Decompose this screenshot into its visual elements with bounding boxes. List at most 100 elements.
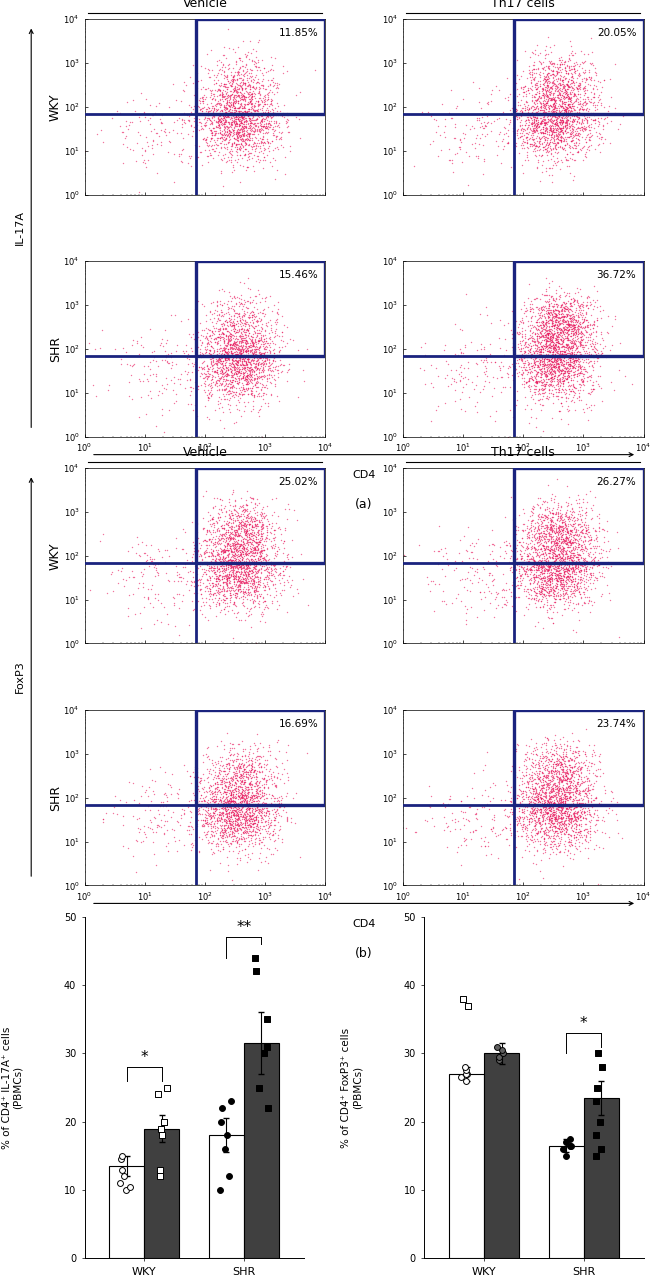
Point xyxy=(578,67,589,87)
Point xyxy=(549,552,559,573)
Point xyxy=(218,176,228,196)
Point xyxy=(565,799,575,819)
Point xyxy=(212,94,222,114)
Point xyxy=(222,574,232,594)
Point xyxy=(558,570,568,591)
Point xyxy=(577,99,587,119)
Point xyxy=(571,312,582,333)
Point xyxy=(221,502,231,523)
Point xyxy=(231,103,242,123)
Point xyxy=(533,112,543,132)
Point xyxy=(120,1180,131,1201)
Point xyxy=(543,356,553,376)
Point xyxy=(581,141,592,162)
Point xyxy=(207,826,217,846)
Point xyxy=(571,797,581,818)
Point xyxy=(536,582,547,602)
Point xyxy=(538,795,548,815)
Point xyxy=(231,785,241,805)
Point xyxy=(527,546,538,566)
Point xyxy=(555,369,566,389)
Point xyxy=(230,109,240,130)
Point xyxy=(207,560,218,580)
Point xyxy=(235,321,246,342)
Point xyxy=(514,362,524,383)
Point xyxy=(228,311,239,331)
Point xyxy=(591,63,601,83)
Point xyxy=(140,140,150,160)
Point xyxy=(220,818,231,838)
Point xyxy=(563,529,573,550)
Point xyxy=(249,810,259,831)
Point xyxy=(231,123,242,144)
Point xyxy=(209,792,219,813)
Point xyxy=(571,556,581,577)
Point xyxy=(552,496,563,516)
Point xyxy=(229,101,240,122)
Point xyxy=(567,499,577,520)
Point xyxy=(219,515,229,535)
Point xyxy=(526,497,537,517)
Point xyxy=(555,74,566,95)
Point xyxy=(530,114,541,135)
Point xyxy=(235,772,246,792)
Point xyxy=(535,786,545,806)
Point xyxy=(239,119,249,140)
Point xyxy=(552,502,563,523)
Point xyxy=(498,101,508,122)
Point xyxy=(236,544,246,565)
Point xyxy=(245,561,255,582)
Point xyxy=(218,86,228,107)
Point xyxy=(232,526,242,547)
Point xyxy=(538,769,549,790)
Point xyxy=(552,381,563,402)
Point xyxy=(541,732,551,752)
Point xyxy=(593,135,603,155)
Point xyxy=(542,366,552,386)
Point xyxy=(213,532,224,552)
Point xyxy=(204,510,214,530)
Point xyxy=(546,797,556,818)
Point xyxy=(205,568,215,588)
Point xyxy=(398,544,409,565)
Point xyxy=(456,790,466,810)
Point xyxy=(536,772,546,792)
Point xyxy=(546,520,556,541)
Point xyxy=(213,358,224,379)
Point xyxy=(154,126,164,146)
Point xyxy=(603,557,613,578)
Point xyxy=(449,113,460,134)
Point xyxy=(194,841,204,862)
Point xyxy=(261,330,271,351)
Point xyxy=(273,105,283,126)
Point xyxy=(235,796,246,817)
Point xyxy=(545,533,556,553)
Point xyxy=(210,89,220,109)
Point xyxy=(227,104,237,125)
Point xyxy=(549,293,560,313)
Point xyxy=(541,497,552,517)
Point xyxy=(585,293,595,313)
Point xyxy=(538,797,549,818)
Point xyxy=(577,312,588,333)
Point xyxy=(507,561,517,582)
Point xyxy=(558,92,568,113)
Point xyxy=(509,78,519,99)
Point xyxy=(575,506,585,526)
Point xyxy=(523,361,534,381)
Point xyxy=(488,818,499,838)
Point xyxy=(577,523,587,543)
Point xyxy=(545,772,555,792)
Point xyxy=(549,82,559,103)
Point xyxy=(559,128,569,149)
Point xyxy=(270,137,281,158)
Point xyxy=(509,827,519,847)
Point xyxy=(270,808,280,828)
Point xyxy=(205,579,215,600)
Point xyxy=(218,136,229,157)
Point xyxy=(236,335,246,356)
Point xyxy=(275,101,285,122)
Point xyxy=(552,778,562,799)
Point xyxy=(261,117,272,137)
Point xyxy=(244,795,255,815)
